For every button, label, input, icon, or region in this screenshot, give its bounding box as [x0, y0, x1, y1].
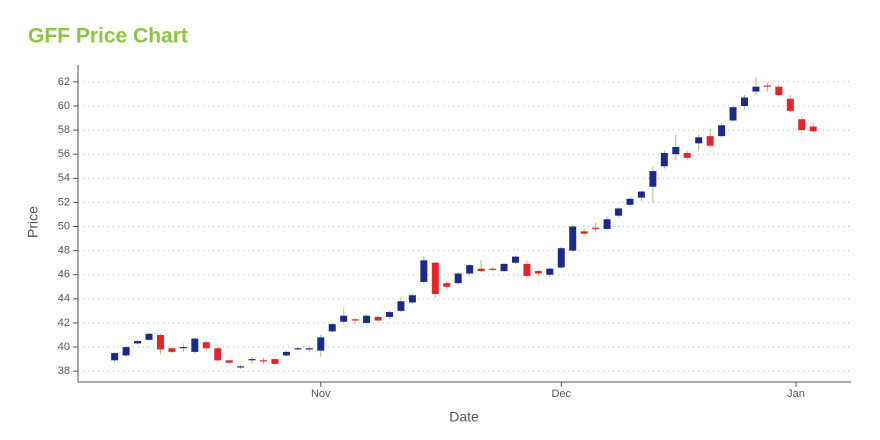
candle-body	[626, 198, 634, 205]
candle-body	[500, 263, 508, 272]
candle-body	[168, 348, 176, 352]
x-axis-title: Date	[449, 409, 479, 425]
candle-body	[431, 262, 439, 295]
y-tick-label: 40	[58, 341, 70, 353]
candle-body	[202, 342, 210, 349]
x-tick-label: Dec	[551, 388, 571, 400]
candle-body	[145, 333, 153, 340]
candle-body	[615, 208, 623, 216]
candle-body	[763, 85, 771, 87]
candle-body	[328, 324, 336, 332]
candle-body	[695, 137, 703, 144]
candle-body	[134, 341, 142, 344]
y-tick-label: 38	[58, 365, 70, 377]
y-tick-label: 52	[58, 196, 70, 208]
candle-body	[385, 312, 393, 317]
candle-body	[225, 360, 233, 363]
candle-body	[156, 334, 164, 350]
candle-body	[546, 268, 554, 275]
candle-body	[317, 337, 325, 351]
candle-body	[683, 152, 691, 158]
y-tick-label: 62	[58, 76, 70, 88]
candle-body	[282, 351, 290, 356]
candle-body	[729, 107, 737, 121]
candle-body	[122, 347, 130, 356]
candle-body	[660, 152, 668, 167]
y-tick-label: 58	[58, 124, 70, 136]
candle-body	[237, 366, 245, 368]
candle-body	[489, 268, 497, 270]
candle-body	[179, 347, 187, 349]
candle-body	[798, 119, 806, 131]
candle-body	[191, 338, 199, 352]
candle-body	[580, 231, 588, 234]
candle-body	[477, 268, 485, 272]
candle-body	[260, 360, 268, 362]
y-tick-label: 48	[58, 245, 70, 257]
candle-body	[637, 191, 645, 198]
candle-body	[443, 283, 451, 287]
candle-body	[511, 256, 519, 263]
y-tick-label: 56	[58, 148, 70, 160]
candle-body	[534, 271, 542, 274]
candle-body	[363, 315, 371, 323]
candle-body	[248, 359, 256, 361]
candle-body	[718, 125, 726, 137]
candle-body	[374, 316, 382, 321]
candle-body	[706, 136, 714, 146]
candle-body	[557, 248, 565, 268]
candle-body	[649, 171, 657, 187]
candle-body	[340, 315, 348, 322]
x-tick-label: Jan	[787, 388, 805, 400]
candle-body	[672, 146, 680, 155]
chart-title: GFF Price Chart	[28, 25, 188, 48]
candle-body	[305, 348, 313, 350]
y-tick-label: 50	[58, 220, 70, 232]
y-tick-label: 46	[58, 269, 70, 281]
y-tick-label: 54	[58, 172, 70, 184]
candle-body	[408, 295, 416, 303]
candle-body	[420, 260, 428, 282]
y-tick-label: 42	[58, 317, 70, 329]
candle-body	[466, 265, 474, 274]
candle-body	[775, 86, 783, 96]
y-tick-label: 60	[58, 100, 70, 112]
x-tick-label: Nov	[311, 388, 331, 400]
candle-body	[454, 273, 462, 284]
candle-body	[569, 226, 577, 251]
y-axis-title: Price	[25, 206, 41, 238]
candle-body	[111, 353, 119, 361]
candle-body	[523, 263, 531, 276]
candle-body	[603, 219, 611, 229]
candle-body	[752, 86, 760, 92]
candle-body	[351, 319, 359, 321]
candle-body	[294, 348, 302, 350]
candle-body	[740, 97, 748, 106]
y-tick-label: 44	[58, 293, 70, 305]
candle-body	[809, 126, 817, 132]
candle-body	[397, 301, 405, 311]
candle-body	[592, 227, 600, 229]
candle-body	[271, 359, 279, 364]
candle-body	[786, 98, 794, 111]
candle-body	[214, 348, 222, 361]
